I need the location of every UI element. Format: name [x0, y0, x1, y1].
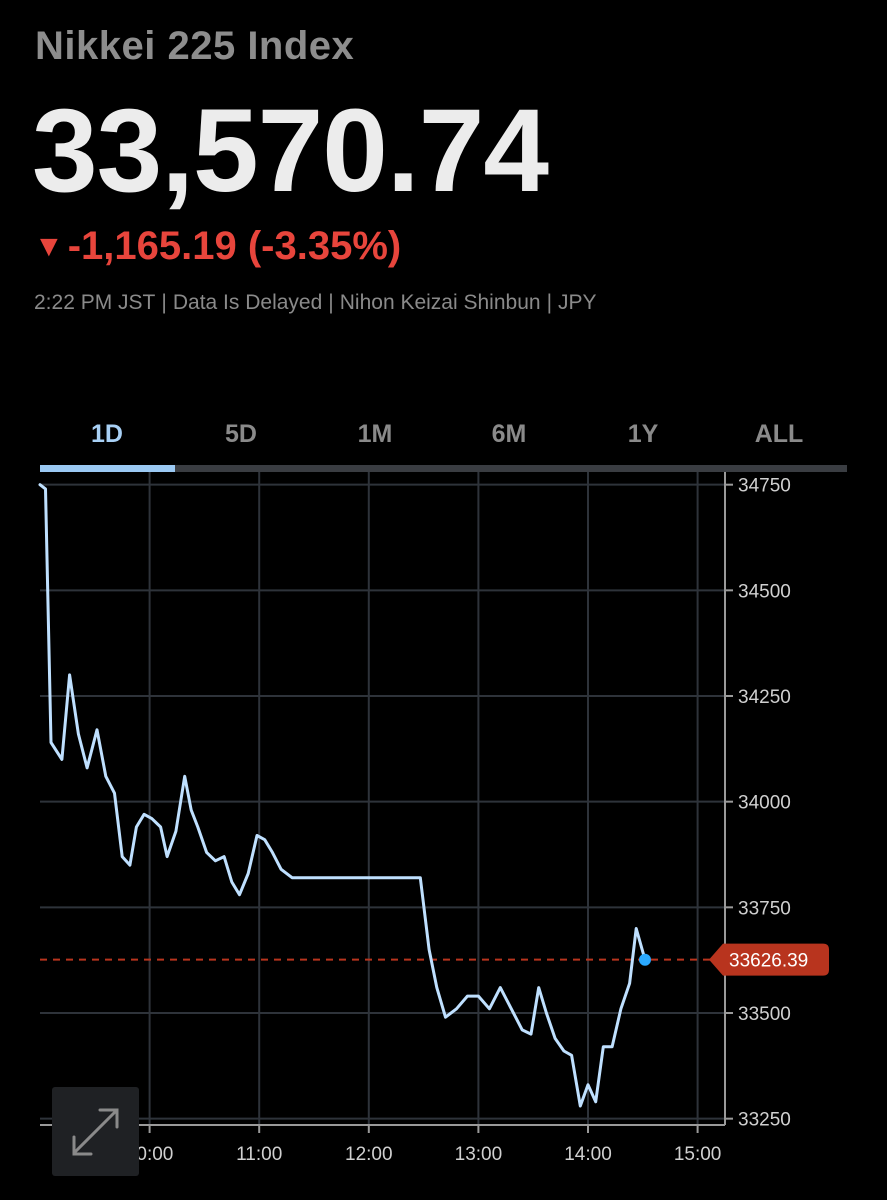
expand-chart-button[interactable]	[52, 1087, 139, 1176]
reference-line-group: 33626.39	[40, 943, 829, 976]
y-tick-label: 33500	[738, 1004, 791, 1025]
x-tick-label: 14:00	[564, 1144, 612, 1165]
y-tick-label: 34500	[738, 581, 791, 602]
x-tick-label: 15:00	[674, 1144, 722, 1165]
quote-meta: 2:22 PM JST | Data Is Delayed | Nihon Keizai…	[34, 291, 597, 314]
axis-labels: 10:00 11:00 12:00 13:00 14:00 15:003325033500…	[126, 476, 791, 1165]
data-source: Nihon Keizai Shinbun	[339, 291, 541, 314]
x-tick-label: 11:00	[236, 1144, 282, 1165]
tab-5d[interactable]: 5D	[225, 420, 257, 448]
last-price-marker	[638, 953, 651, 966]
y-tick-label: 34000	[738, 793, 791, 814]
tab-track	[40, 465, 847, 472]
tab-all[interactable]: ALL	[754, 420, 804, 448]
y-tick-label: 33750	[738, 898, 791, 919]
x-tick-label: 12:00	[345, 1144, 393, 1165]
chart-grid	[40, 472, 725, 1125]
change-value: -1,165.19 (-3.35%)	[67, 224, 402, 268]
x-tick-label: 13:00	[455, 1144, 503, 1165]
y-tick-label: 33250	[738, 1110, 791, 1131]
quote-time: 2:22 PM JST	[34, 291, 156, 314]
tab-6m[interactable]: 6M	[491, 420, 527, 448]
reference-tag-label: 33626.39	[729, 951, 808, 972]
delay-notice: Data Is Delayed	[172, 291, 323, 314]
y-tick-label: 34750	[738, 476, 791, 497]
tab-1y[interactable]: 1Y	[627, 420, 659, 448]
currency: JPY	[558, 291, 597, 314]
expand-arrows-icon	[72, 1108, 119, 1156]
current-price: 33,570.74	[32, 85, 549, 217]
y-tick-label: 34250	[738, 687, 791, 708]
down-arrow-icon: ▼	[34, 230, 64, 263]
active-tab-indicator	[40, 465, 175, 472]
price-change: ▼ -1,165.19 (-3.35%)	[34, 226, 401, 266]
index-name: Nikkei 225 Index	[35, 24, 355, 68]
range-tabs: 1D 5D 1M 6M 1Y ALL	[40, 420, 847, 472]
price-line	[38, 483, 647, 1108]
tab-1m[interactable]: 1M	[357, 420, 393, 448]
reference-tag	[709, 943, 829, 976]
chart-axes	[40, 472, 733, 1133]
tab-1d[interactable]: 1D	[91, 420, 123, 448]
price-series	[38, 483, 651, 1108]
